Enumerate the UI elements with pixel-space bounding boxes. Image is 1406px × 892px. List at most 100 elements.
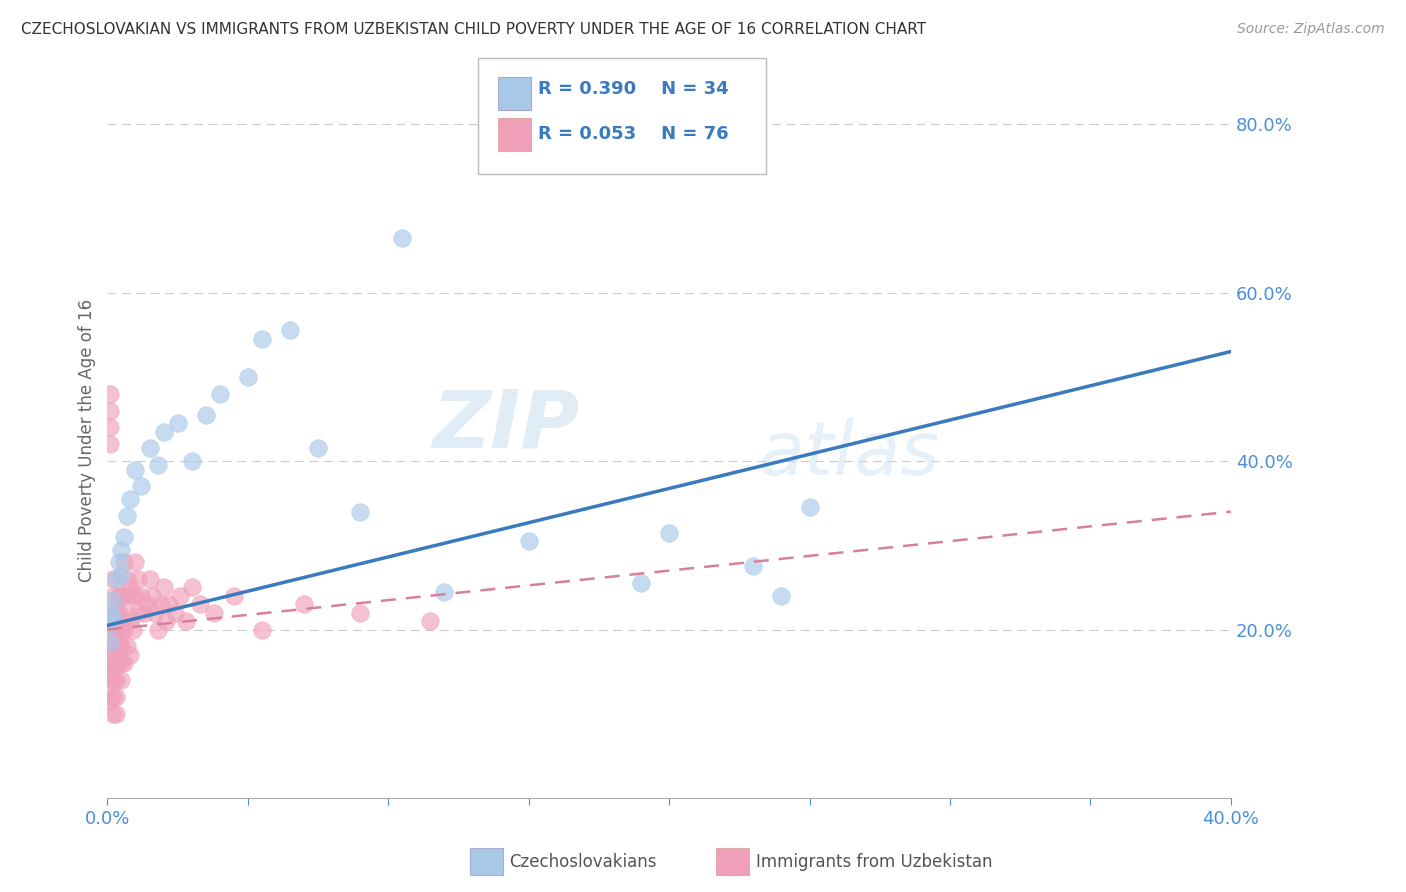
Point (96, 648, 118, 662)
Text: Immigrants from Uzbekistan: Immigrants from Uzbekistan (756, 853, 993, 871)
Point (174, 614, 197, 628)
Point (391, 231, 413, 245)
Point (770, 589, 793, 603)
Point (307, 442, 329, 456)
Point (101, 589, 124, 603)
Point (132, 606, 155, 620)
Point (208, 386, 231, 401)
Point (135, 597, 157, 611)
Point (121, 623, 143, 637)
Point (98, 669, 121, 683)
Point (202, 606, 225, 620)
Point (115, 640, 138, 654)
Point (104, 606, 127, 620)
Point (141, 589, 163, 603)
Point (110, 542, 132, 557)
Point (107, 555, 129, 569)
Point (138, 572, 160, 586)
Point (250, 623, 273, 637)
Point (98, 681, 121, 696)
Point (110, 640, 132, 654)
Point (107, 623, 129, 637)
Point (104, 690, 127, 704)
Point (124, 555, 146, 569)
Text: Source: ZipAtlas.com: Source: ZipAtlas.com (1237, 22, 1385, 37)
Point (104, 706, 127, 721)
Point (104, 673, 127, 688)
Point (118, 581, 141, 595)
Point (110, 589, 132, 603)
Point (98, 652, 121, 666)
Point (96, 660, 118, 674)
Point (101, 673, 124, 688)
Point (101, 690, 124, 704)
Point (124, 462, 146, 476)
Text: Czechoslovakians: Czechoslovakians (509, 853, 657, 871)
Point (110, 673, 132, 688)
Point (107, 589, 129, 603)
Point (112, 555, 135, 569)
Point (146, 458, 169, 473)
Point (433, 584, 456, 599)
Point (152, 425, 174, 439)
Point (112, 530, 135, 544)
Point (98, 403, 121, 417)
Point (101, 623, 124, 637)
Text: R = 0.053    N = 76: R = 0.053 N = 76 (538, 125, 730, 143)
Point (112, 623, 135, 637)
Point (155, 614, 177, 628)
Point (110, 567, 132, 582)
Point (143, 606, 166, 620)
Point (98, 606, 121, 620)
Y-axis label: Child Poverty Under the Age of 16: Child Poverty Under the Age of 16 (79, 299, 96, 582)
Point (98, 635, 121, 649)
Point (180, 454, 202, 468)
Point (101, 572, 124, 586)
Point (127, 572, 149, 586)
Point (292, 597, 315, 611)
Point (163, 606, 186, 620)
Point (349, 505, 371, 519)
Point (98, 420, 121, 434)
Point (98, 437, 121, 451)
Text: CZECHOSLOVAKIAN VS IMMIGRANTS FROM UZBEKISTAN CHILD POVERTY UNDER THE AGE OF 16 : CZECHOSLOVAKIAN VS IMMIGRANTS FROM UZBEK… (21, 22, 927, 37)
Point (107, 657, 129, 671)
Point (101, 706, 124, 721)
Point (349, 606, 371, 620)
Point (101, 606, 124, 620)
Point (112, 657, 135, 671)
Point (110, 623, 132, 637)
Text: R = 0.390    N = 34: R = 0.390 N = 34 (538, 80, 730, 98)
Point (180, 581, 202, 595)
Point (104, 623, 127, 637)
Text: atlas: atlas (759, 418, 941, 491)
Point (115, 606, 138, 620)
Point (799, 500, 821, 515)
Point (101, 610, 124, 624)
Point (104, 657, 127, 671)
Point (222, 589, 245, 603)
Point (138, 442, 160, 456)
Point (118, 614, 141, 628)
Point (278, 323, 301, 337)
Point (236, 369, 259, 384)
Point (98, 386, 121, 401)
Text: ZIP: ZIP (432, 387, 579, 465)
Point (118, 648, 141, 662)
Point (157, 597, 180, 611)
Point (121, 589, 143, 603)
Point (115, 508, 138, 523)
Point (152, 581, 174, 595)
Point (107, 640, 129, 654)
Point (124, 589, 146, 603)
Point (101, 623, 124, 637)
Point (107, 606, 129, 620)
Point (118, 491, 141, 506)
Point (101, 640, 124, 654)
Point (169, 589, 191, 603)
Point (149, 597, 172, 611)
Point (166, 416, 188, 430)
Point (419, 614, 441, 628)
Point (129, 479, 152, 493)
Point (146, 623, 169, 637)
